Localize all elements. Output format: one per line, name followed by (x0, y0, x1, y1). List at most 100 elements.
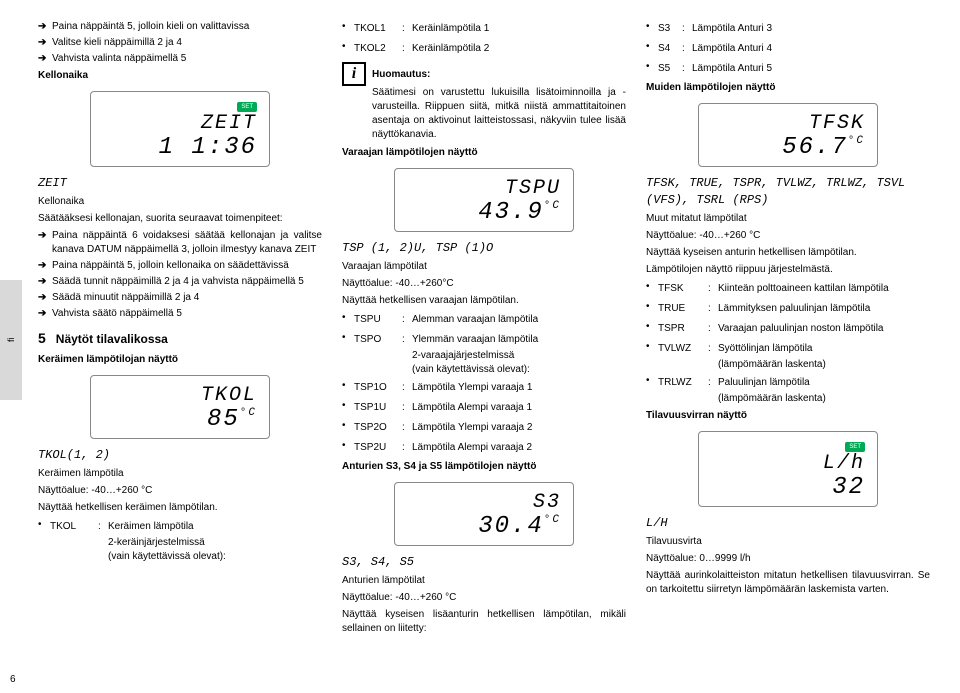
bullet-icon: • (342, 399, 354, 413)
def-val: Lämpötila Alempi varaaja 2 (412, 441, 532, 455)
intro-text: Säätääksesi kellonajan, suorita seuraava… (38, 212, 322, 226)
def-val: Lämpötila Anturi 4 (692, 42, 772, 56)
caption: L/H (646, 515, 930, 532)
page-tab: fi (0, 280, 22, 400)
def-term: TSP2O (354, 421, 402, 435)
text-line: Vahvista säätö näppäimellä 5 (52, 307, 182, 321)
bullet-icon: • (342, 20, 354, 34)
desc-text: Lämpötilojen näyttö riippuu järjestelmäs… (646, 263, 930, 277)
bullet-icon: • (342, 311, 354, 325)
def-term: TSP1U (354, 401, 402, 415)
def-term: TRUE (658, 302, 708, 316)
display-line: 85°C (103, 408, 257, 432)
display-line: L/h (711, 454, 865, 474)
def-val: Ylemmän varaajan lämpötila (412, 333, 538, 347)
display-line: S3 (407, 493, 561, 513)
def-val: 2-keräinjärjestelmissä (108, 536, 226, 550)
caption: S3, S4, S5 (342, 554, 626, 571)
set-badge: SET (237, 102, 257, 112)
subheading: Anturien S3, S4 ja S5 lämpötilojen näytt… (342, 460, 626, 474)
bullet-icon: • (342, 379, 354, 393)
bullet-icon: • (342, 331, 354, 345)
subcaption: Anturien lämpötilat (342, 574, 626, 588)
display-line: 30.4°C (407, 515, 561, 539)
caption: TFSK, TRUE, TSPR, TVLWZ, TRLWZ, TSVL (VF… (646, 175, 930, 209)
display-zeit: SET ZEIT 1 1:36 (90, 91, 270, 167)
subcaption: Varaajan lämpötilat (342, 260, 626, 274)
bullet-icon: • (342, 40, 354, 54)
set-badge: SET (845, 442, 865, 452)
display-line: 43.9°C (407, 201, 561, 225)
arrow-icon: ➔ (38, 229, 52, 243)
display-lh: SET L/h 32 (698, 431, 878, 507)
desc-text: Näyttää hetkellisen keräimen lämpötilan. (38, 501, 322, 515)
def-val: Lämpötila Alempi varaaja 1 (412, 401, 532, 415)
display-tspu: TSPU 43.9°C (394, 168, 574, 232)
def-term: TSP1O (354, 381, 402, 395)
column-1: ➔Paina näppäintä 5, jolloin kieli on val… (28, 18, 332, 675)
def-val: Alemman varaajan lämpötila (412, 313, 538, 327)
bullet-icon: • (38, 518, 50, 532)
arrow-icon: ➔ (38, 20, 52, 34)
caption: ZEIT (38, 175, 322, 192)
arrow-icon: ➔ (38, 275, 52, 289)
def-term: TVLWZ (658, 342, 708, 356)
def-term: TSP2U (354, 441, 402, 455)
column-3: •S3:Lämpötila Anturi 3 •S4:Lämpötila Ant… (636, 18, 940, 675)
subheading: Tilavuusvirran näyttö (646, 409, 930, 423)
def-term: TFSK (658, 282, 708, 296)
page-number: 6 (10, 674, 16, 685)
range-text: Näyttöalue: -40…+260 °C (38, 484, 322, 498)
display-line: ZEIT (103, 114, 257, 134)
section-heading: 5 Näytöt tilavalikossa (38, 329, 322, 349)
display-tkol: TKOL 85°C (90, 375, 270, 439)
caption: TKOL(1, 2) (38, 447, 322, 464)
def-term: TKOL2 (354, 42, 402, 56)
def-val: Syöttölinjan lämpötila (718, 342, 813, 356)
section-title: Näytöt tilavalikossa (56, 331, 168, 348)
bullet-icon: • (646, 40, 658, 54)
subcaption: Muut mitatut lämpötilat (646, 212, 930, 226)
def-val: Lämpötila Ylempi varaaja 2 (412, 421, 532, 435)
def-term: TKOL (50, 520, 98, 534)
info-icon: i (342, 62, 366, 86)
text-line: Vahvista valinta näppäimellä 5 (52, 52, 186, 66)
def-val: (lämpömäärän laskenta) (718, 392, 826, 406)
bullet-icon: • (646, 340, 658, 354)
display-line: 56.7°C (711, 136, 865, 160)
caption: TSP (1, 2)U, TSP (1)O (342, 240, 626, 257)
section-num: 5 (38, 329, 46, 349)
bullet-icon: • (646, 20, 658, 34)
def-val: Keräimen lämpötila (108, 520, 194, 534)
bullet-icon: • (646, 320, 658, 334)
notice-text: Säätimesi on varustettu lukuisilla lisät… (372, 86, 626, 142)
def-val: Lämmityksen paluulinjan lämpötila (718, 302, 870, 316)
def-val: (vain käytettävissä olevat): (108, 550, 226, 564)
kellonaika-label: Kellonaika (38, 69, 322, 83)
range-text: Näyttöalue: -40…+260°C (342, 277, 626, 291)
display-s3: S3 30.4°C (394, 482, 574, 546)
bullet-icon: • (646, 60, 658, 74)
text-line: Paina näppäintä 6 voidaksesi säätää kell… (52, 229, 322, 257)
subcaption: Tilavuusvirta (646, 535, 930, 549)
text-line: Paina näppäintä 5, jolloin kellonaika on… (52, 259, 289, 273)
def-val: Keräinlämpötila 2 (412, 42, 489, 56)
notice-block: i Huomautus: Säätimesi on varustettu luk… (342, 62, 626, 142)
text-line: Valitse kieli näppäimillä 2 ja 4 (52, 36, 182, 50)
display-line: 32 (711, 476, 865, 500)
desc-text: Näyttää hetkellisen varaajan lämpötilan. (342, 294, 626, 308)
bullet-icon: • (342, 439, 354, 453)
range-text: Näyttöalue: -40…+260 °C (342, 591, 626, 605)
subcaption: Keräimen lämpötila (38, 467, 322, 481)
def-val: Keräinlämpötila 1 (412, 22, 489, 36)
arrow-icon: ➔ (38, 307, 52, 321)
display-line: 1 1:36 (103, 136, 257, 160)
def-term: S5 (658, 62, 682, 76)
def-val: Lämpötila Ylempi varaaja 1 (412, 381, 532, 395)
desc-text: Näyttää aurinkolaitteiston mitatun hetke… (646, 569, 930, 597)
subheading: Muiden lämpötilojen näyttö (646, 81, 930, 95)
display-line: TSPU (407, 179, 561, 199)
subheading: Keräimen lämpötilojan näyttö (38, 353, 322, 367)
def-term: TSPO (354, 333, 402, 347)
def-val: (lämpömäärän laskenta) (718, 358, 826, 372)
